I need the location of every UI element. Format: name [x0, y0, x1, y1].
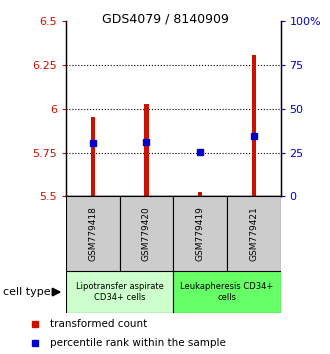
- Text: GSM779420: GSM779420: [142, 206, 151, 261]
- Bar: [251, 55, 256, 196]
- Text: GDS4079 / 8140909: GDS4079 / 8140909: [102, 12, 228, 25]
- FancyBboxPatch shape: [173, 196, 227, 271]
- Text: Lipotransfer aspirate
CD34+ cells: Lipotransfer aspirate CD34+ cells: [76, 282, 164, 302]
- Text: cell type: cell type: [3, 287, 51, 297]
- Text: GSM779418: GSM779418: [88, 206, 97, 261]
- Text: GSM779419: GSM779419: [196, 206, 205, 261]
- FancyBboxPatch shape: [227, 196, 280, 271]
- Bar: [198, 192, 202, 196]
- Bar: [144, 104, 148, 196]
- FancyBboxPatch shape: [173, 271, 280, 313]
- Bar: [91, 117, 95, 196]
- FancyBboxPatch shape: [66, 196, 119, 271]
- Text: transformed count: transformed count: [50, 319, 147, 329]
- Text: percentile rank within the sample: percentile rank within the sample: [50, 338, 225, 348]
- FancyBboxPatch shape: [119, 196, 173, 271]
- Text: GSM779421: GSM779421: [249, 206, 258, 261]
- Text: Leukapheresis CD34+
cells: Leukapheresis CD34+ cells: [180, 282, 274, 302]
- FancyBboxPatch shape: [66, 271, 173, 313]
